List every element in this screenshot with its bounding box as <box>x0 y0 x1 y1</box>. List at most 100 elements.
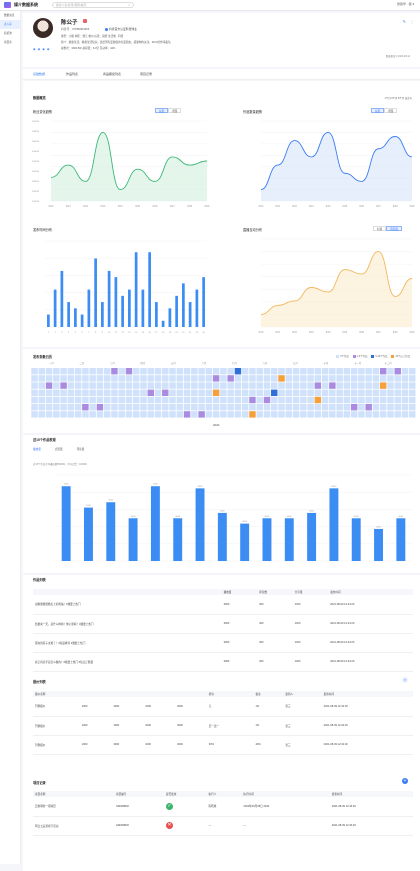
calendar-cell <box>45 396 53 404</box>
calendar-cell <box>60 396 67 404</box>
tab-likes[interactable]: 点赞量 <box>54 448 63 451</box>
data-label: 4000 <box>354 516 360 518</box>
x-tick-label: 8/29 <box>410 205 415 208</box>
more-icon[interactable]: ⋮ <box>410 19 414 24</box>
calendar-cell <box>118 404 125 411</box>
toggle-week[interactable]: 周星期 <box>386 226 402 231</box>
tab-projects[interactable]: 项目记录 <box>140 72 153 76</box>
edit-icon[interactable]: ✎ <box>402 19 406 24</box>
live-toggle[interactable]: 时刻 周星期 <box>373 226 402 231</box>
social-icons[interactable]: ◉◉◉◉ <box>33 47 52 51</box>
x-tick-label: 8/22 <box>83 205 88 208</box>
quote-row[interactable]: 刊例报价 1000 3000 1000 3000 无 1% 张三 2021-08-09 12:3… <box>33 697 413 716</box>
x-tick-label: 13 <box>128 332 131 334</box>
project-row[interactable]: 云象牌新一期项目 GM008832 ✓ 陈晓峰 2020年09月08日 2020 2021… <box>33 797 413 816</box>
calendar-cell <box>176 368 184 375</box>
search-input[interactable]: 搜索人名/标签/昵称/编号 ⌕ <box>52 2 134 8</box>
quote-row[interactable]: 刊例报价 1000 3000 1000 3000 买一送一 1% 张三 2021-08-09 1… <box>33 716 413 735</box>
work-row[interactable]: 结婚前一天，是什么体验？你心里呢！#我要上热门 3000 300 1200 2021-0… <box>33 614 413 633</box>
verified-text: 抖音官方认证科普博主 <box>109 27 137 31</box>
work-row[interactable]: 双胞胎姐姐婚礼上的祝福！#我要上热门 3000 300 1200 2021-08-09 … <box>33 595 413 614</box>
calendar-cell <box>125 382 133 389</box>
calendar-cell <box>169 368 176 375</box>
quotes-title: 报价列表 <box>33 680 46 684</box>
bar <box>61 486 71 561</box>
toggle-increment-2[interactable]: 增量 <box>384 108 398 113</box>
table-header: 播放量 评论数 分享量 发布时间 <box>33 589 413 595</box>
calendar-cell <box>234 375 242 382</box>
calendar-cell <box>60 375 67 382</box>
tab-comments[interactable]: 评论量 <box>76 448 85 451</box>
sidebar-item-opportunities[interactable]: 商机池 <box>4 32 12 35</box>
toggle-hour[interactable]: 时刻 <box>373 226 387 231</box>
sidebar-item-projects[interactable]: 项目库 <box>4 41 12 44</box>
calendar-cell <box>278 382 285 389</box>
calendar-cell <box>96 396 104 404</box>
project-row[interactable]: 明日之后游戏节活动 GM008832 ✕ — — 2021-08-09 12:34:20 <box>33 816 413 835</box>
calendar-cell <box>292 375 300 382</box>
bar <box>173 518 183 561</box>
x-tick-label: 8/23 <box>101 205 106 208</box>
x-tick-label: 8 <box>95 332 97 334</box>
calendar-cell <box>169 396 176 404</box>
calendar-cell <box>241 382 249 389</box>
user-menu[interactable]: 张建华 · 我 ▾ <box>396 2 414 6</box>
bar <box>53 289 57 327</box>
calendar-cell <box>198 368 205 375</box>
recent-works-tabs[interactable]: 播放量 点赞量 评论量 <box>33 447 84 451</box>
calendar-cell <box>103 382 111 389</box>
sidebar-item-overview[interactable]: 数据总览 <box>4 14 15 17</box>
calendar-cell <box>191 389 198 396</box>
update-time: 数据更新于2020-08-14 <box>385 55 410 58</box>
calendar-cell <box>292 396 300 404</box>
table-cell: 1200 <box>294 660 301 663</box>
search-icon[interactable]: ⌕ <box>128 3 130 7</box>
calendar-cell <box>205 382 213 389</box>
add-project-button[interactable]: + <box>402 778 408 784</box>
calendar-cell <box>45 382 53 389</box>
x-tick-label: 8/28 <box>393 331 398 334</box>
works-toggle[interactable]: 总量 增量 <box>371 108 398 113</box>
x-tick-label: 24 <box>202 332 205 334</box>
work-row[interactable]: 现在的孩子太难了！#家庭教育 #我要上热门 3000 300 1200 2021-08-… <box>33 633 413 652</box>
bar <box>396 518 406 561</box>
month-label: 十一月 <box>354 361 361 365</box>
table-cell: 1200 <box>294 602 301 606</box>
search-icon-quotes[interactable]: ⌕ <box>402 677 408 683</box>
quote-row[interactable]: 刊例报价 1000 3000 1000 3000 30% 40% 张三 2021-08-09 1… <box>33 735 413 754</box>
toggle-total[interactable]: 总量 <box>155 108 169 113</box>
table-cell: 刊例报价 <box>35 724 46 728</box>
tables-section: 作品列表 播放量 评论数 分享量 发布时间 双胞胎姐姐婚礼上的祝福！#我要上热门 3000… <box>23 575 420 871</box>
sidebar-item-talents[interactable]: 达人库 <box>0 20 20 29</box>
work-row[interactable]: 真正的高手是怎么做的？#我要上热门 #每日正能量 3000 300 1200 2021-… <box>33 652 413 671</box>
calendar-cell <box>372 389 380 396</box>
calendar-cell <box>256 368 263 375</box>
calendar-cell <box>379 389 387 396</box>
column-header: 项目名称 <box>35 793 46 796</box>
calendar-cell <box>154 368 162 375</box>
calendar-cell <box>111 368 118 375</box>
tab-shop[interactable]: 商品橱窗列表 <box>103 72 122 76</box>
tab-basic[interactable]: 基础数据 <box>33 72 46 76</box>
calendar-cell <box>365 368 372 375</box>
calendar-cell <box>162 404 169 411</box>
calendar-cell <box>103 411 111 418</box>
range-tabs[interactable]: 1个月 3个月 6个月 自定义 <box>384 97 413 100</box>
calendar-cell <box>53 404 60 411</box>
x-tick-label: 8/26 <box>359 331 364 334</box>
calendar-cell <box>358 382 365 389</box>
calendar-cell <box>220 382 227 389</box>
series-area <box>261 132 412 201</box>
tab-plays[interactable]: 播放量 <box>33 448 41 451</box>
calendar-cell <box>249 375 256 382</box>
fans-chart-title: 粉丝变化趋势 <box>33 110 53 114</box>
calendar-cell <box>336 404 343 411</box>
tab-works[interactable]: 作品列表 <box>66 72 79 76</box>
fans-toggle[interactable]: 总量 增量 <box>155 108 182 113</box>
toggle-total-2[interactable]: 总量 <box>371 108 385 113</box>
table-cell: 30% <box>208 743 214 746</box>
toggle-increment[interactable]: 增量 <box>168 108 182 113</box>
calendar-cell <box>74 404 82 411</box>
calendar-cell <box>285 411 293 418</box>
bar <box>128 518 138 561</box>
